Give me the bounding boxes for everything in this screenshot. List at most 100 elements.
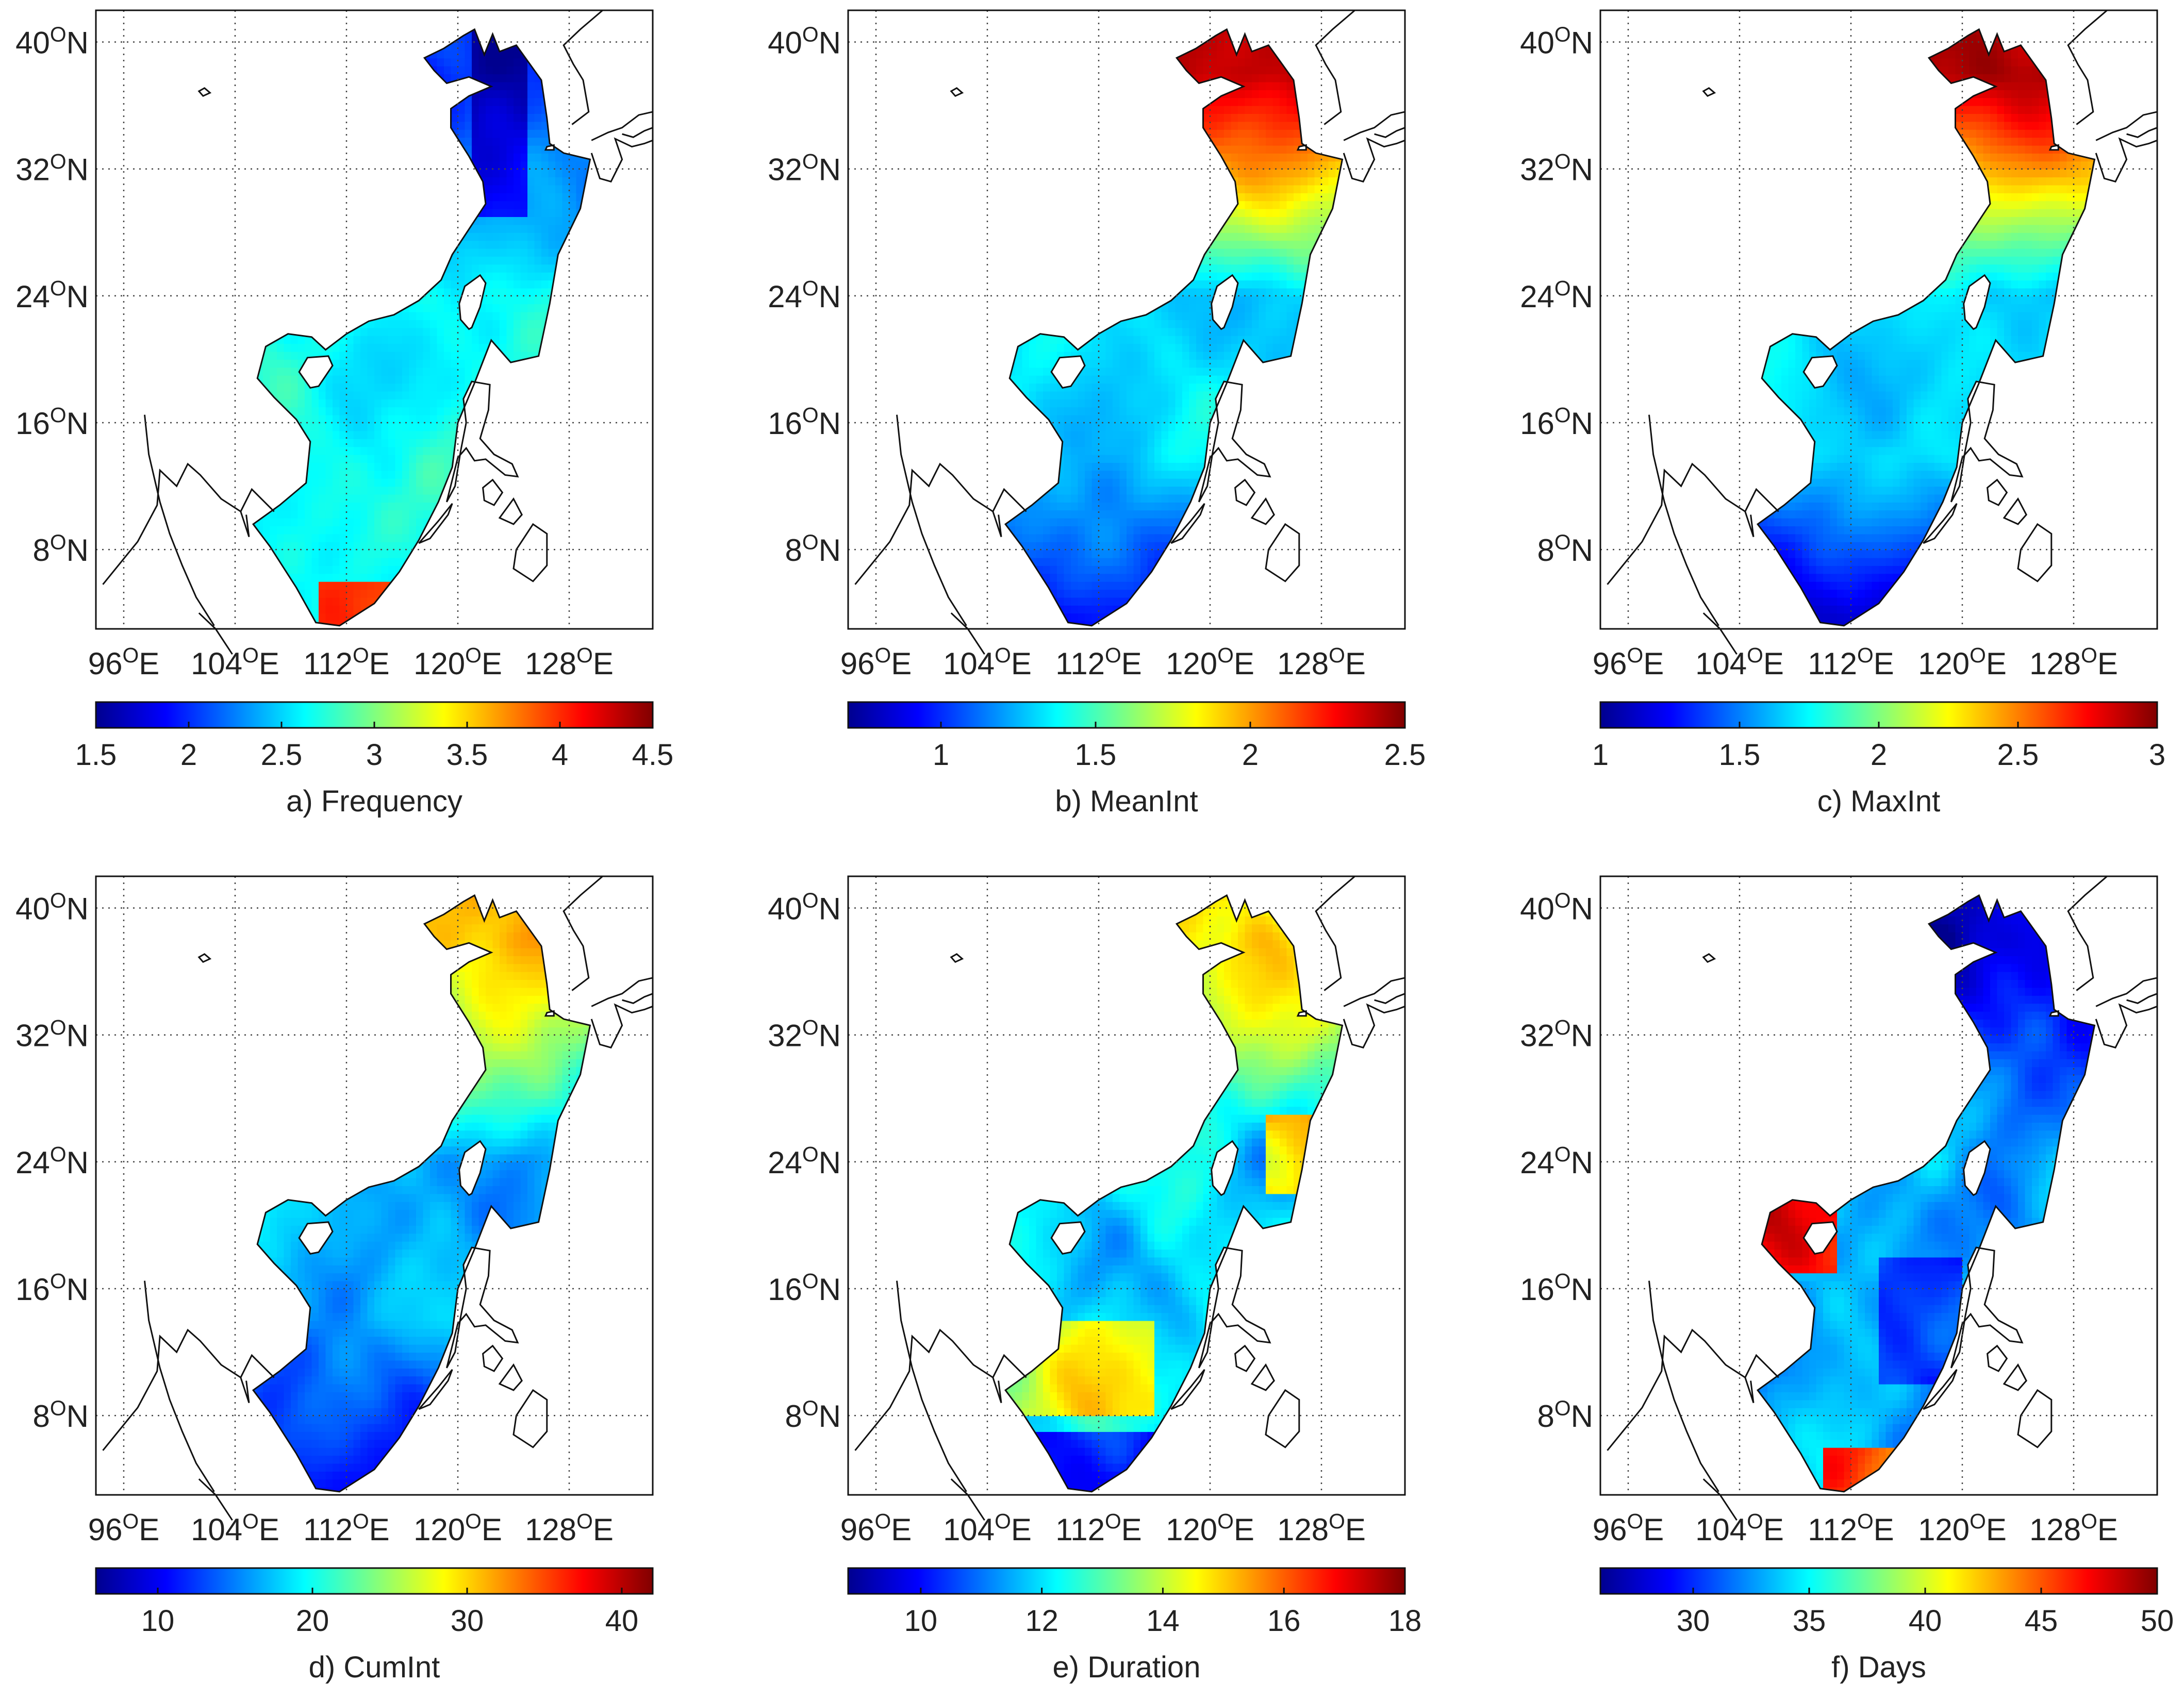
heatmap-cell xyxy=(319,534,326,542)
heatmap-cell xyxy=(430,288,438,296)
heatmap-cell xyxy=(409,462,417,471)
heatmap-cell xyxy=(486,311,493,320)
heatmap-cell xyxy=(458,629,466,637)
heatmap-cell xyxy=(444,335,452,344)
heatmap-cell xyxy=(367,573,375,582)
heatmap-cell xyxy=(381,446,389,455)
heatmap-cell xyxy=(486,177,493,186)
heatmap-cell xyxy=(451,280,458,289)
heatmap-cell xyxy=(319,565,326,574)
heatmap-cell xyxy=(277,629,285,637)
heatmap-cell xyxy=(353,367,361,376)
heatmap-cell xyxy=(388,565,396,574)
heatmap-cell xyxy=(395,398,403,408)
heatmap-cell xyxy=(291,375,299,384)
heatmap-cell xyxy=(1057,391,1065,399)
heatmap-cell xyxy=(388,438,396,447)
heatmap-cell xyxy=(381,462,389,471)
heatmap-cell xyxy=(423,454,431,463)
heatmap-cell xyxy=(486,256,493,265)
heatmap-cell xyxy=(416,430,424,439)
heatmap-cell xyxy=(520,97,528,106)
heatmap-cell xyxy=(444,423,452,431)
heatmap-cell xyxy=(319,597,326,606)
heatmap-cell xyxy=(360,375,368,384)
heatmap-cell xyxy=(555,201,563,209)
heatmap-cell xyxy=(291,541,299,551)
heatmap-cell xyxy=(1050,407,1057,415)
heatmap-cell xyxy=(374,327,382,336)
heatmap-cell xyxy=(333,383,340,392)
heatmap-cell xyxy=(319,549,326,558)
heatmap-cell xyxy=(346,549,354,558)
heatmap-cell xyxy=(430,494,438,503)
heatmap-cell xyxy=(458,367,466,376)
heatmap-cell xyxy=(291,557,299,566)
heatmap-cell xyxy=(416,462,424,471)
heatmap-cell xyxy=(305,541,312,551)
heatmap-cell xyxy=(534,295,542,305)
heatmap-cell xyxy=(514,137,521,146)
heatmap-cell xyxy=(478,113,486,122)
heatmap-cell xyxy=(472,153,479,162)
heatmap-cell xyxy=(500,304,507,312)
heatmap-cell xyxy=(402,526,410,535)
heatmap-cell xyxy=(514,343,521,352)
heatmap-cell xyxy=(451,359,458,368)
heatmap-cell xyxy=(500,224,507,233)
heatmap-cell xyxy=(381,375,389,384)
heatmap-cell xyxy=(409,351,417,360)
heatmap-cell xyxy=(472,113,479,122)
heatmap-cell xyxy=(311,573,319,582)
heatmap-cell xyxy=(416,351,424,360)
heatmap-cell xyxy=(527,137,535,146)
heatmap-cell xyxy=(382,629,389,637)
heatmap-cell xyxy=(346,407,354,415)
heatmap-cell xyxy=(409,454,417,463)
heatmap-cell xyxy=(486,224,493,233)
heatmap-cell xyxy=(458,58,466,66)
heatmap-cell xyxy=(514,320,521,328)
heatmap-cell xyxy=(492,224,500,233)
heatmap-cell xyxy=(381,367,389,376)
heatmap-cell xyxy=(395,383,403,392)
heatmap-cell xyxy=(409,526,417,535)
heatmap-cell xyxy=(541,185,549,193)
heatmap-cell xyxy=(325,423,333,431)
heatmap-cell xyxy=(367,534,375,542)
heatmap-cell xyxy=(402,311,410,320)
heatmap-cell xyxy=(548,185,556,193)
heatmap-cell xyxy=(520,311,528,320)
heatmap-cell xyxy=(430,486,438,495)
heatmap-cell xyxy=(1015,367,1023,376)
heatmap-cell xyxy=(569,177,577,186)
heatmap-cell xyxy=(284,549,291,558)
heatmap-cell xyxy=(1036,351,1044,360)
heatmap-cell xyxy=(402,398,410,408)
heatmap-cell xyxy=(437,423,444,431)
heatmap-cell xyxy=(527,288,535,296)
heatmap-cell xyxy=(381,502,389,511)
heatmap-cell xyxy=(1015,375,1023,384)
heatmap-cell xyxy=(319,581,326,590)
heatmap-cell xyxy=(395,502,403,511)
heatmap-cell xyxy=(263,629,271,637)
heatmap-cell xyxy=(360,367,368,376)
heatmap-cell xyxy=(311,446,319,455)
heatmap-cell xyxy=(555,216,563,225)
heatmap-cell xyxy=(353,335,361,344)
heatmap-cell xyxy=(319,613,326,622)
heatmap-cell xyxy=(395,359,403,368)
heatmap-cell xyxy=(486,49,493,59)
heatmap-cell xyxy=(430,454,438,463)
heatmap-cell xyxy=(360,351,368,360)
heatmap-cell xyxy=(534,137,542,146)
heatmap-cell xyxy=(444,438,452,447)
heatmap-cell xyxy=(381,351,389,360)
heatmap-cell xyxy=(319,407,326,415)
heatmap-cell xyxy=(444,343,452,352)
heatmap-cell xyxy=(527,216,535,225)
heatmap-cell xyxy=(534,81,542,90)
heatmap-cell xyxy=(1064,510,1071,519)
heatmap-cell xyxy=(319,510,326,519)
